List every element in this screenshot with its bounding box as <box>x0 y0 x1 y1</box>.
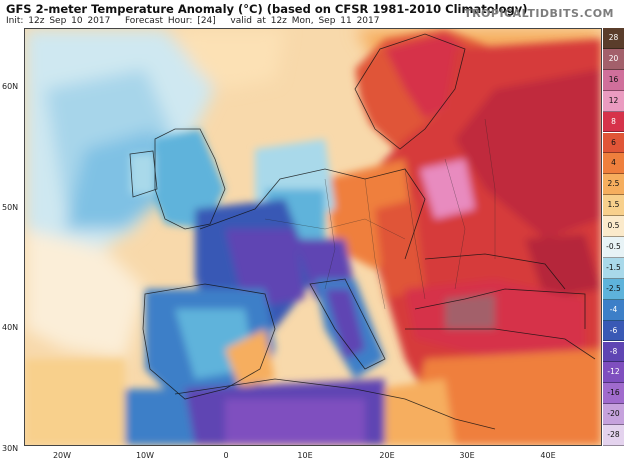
colorbar-legend: 28 20 16 12 8 6 4 2.5 1.5 0.5 -0.5 -1.5 -2.5 -4 -6 -8 -1… <box>603 28 624 446</box>
map-subtitle: Init: 12z Sep 10 2017 Forecast Hour: [24… <box>6 16 380 26</box>
colorbar-cell: 20 <box>603 48 624 70</box>
colorbar-cell: 1.5 <box>603 195 624 217</box>
lat-label-60n: 60N <box>2 82 19 91</box>
colorbar-cell: 4 <box>603 153 624 175</box>
land-anomaly-field <box>25 29 601 445</box>
lat-label-50n: 50N <box>2 203 19 212</box>
colorbar-cell: 6 <box>603 132 624 154</box>
colorbar-cell: -16 <box>603 383 624 405</box>
colorbar-cell: 12 <box>603 90 624 112</box>
lat-label-40n: 40N <box>2 323 19 332</box>
colorbar-cell: -12 <box>603 362 624 384</box>
map-header: GFS 2-meter Temperature Anomaly (°C) (ba… <box>0 0 624 28</box>
temperature-anomaly-map <box>24 28 602 446</box>
colorbar-cell: 16 <box>603 69 624 91</box>
lon-label-20w: 20W <box>52 451 72 460</box>
lon-label-0: 0 <box>223 451 229 460</box>
colorbar-cell: -28 <box>603 425 624 446</box>
valid-time: valid at 12z Mon, Sep 11 2017 <box>230 16 380 26</box>
colorbar-cell: -1.5 <box>603 257 624 279</box>
country-borders <box>264 118 496 310</box>
colorbar-cell: -8 <box>603 341 624 363</box>
colorbar-cell: 8 <box>603 111 624 133</box>
lon-label-10w: 10W <box>135 451 155 460</box>
colorbar-cell: -0.5 <box>603 237 624 258</box>
forecast-hour: Forecast Hour: [24] <box>124 16 216 26</box>
colorbar-cell: -2.5 <box>603 278 624 300</box>
coastlines <box>129 33 596 430</box>
lon-label-10e: 10E <box>297 451 313 460</box>
colorbar-cell: 0.5 <box>603 216 624 237</box>
init-time: Init: 12z Sep 10 2017 <box>6 16 111 26</box>
brand-watermark: TROPICALTIDBITS.COM <box>464 7 614 20</box>
lon-label-30e: 30E <box>459 451 475 460</box>
colorbar-cell: -4 <box>603 299 624 321</box>
colorbar-cell: 2.5 <box>603 174 624 196</box>
lon-label-40e: 40E <box>540 451 556 460</box>
colorbar-cell: -6 <box>603 320 624 342</box>
colorbar-cell: 28 <box>603 28 624 49</box>
lat-label-30n: 30N <box>2 444 19 453</box>
map-title: GFS 2-meter Temperature Anomaly (°C) (ba… <box>6 2 528 16</box>
lon-label-20e: 20E <box>379 451 395 460</box>
colorbar-cell: -20 <box>603 404 624 426</box>
